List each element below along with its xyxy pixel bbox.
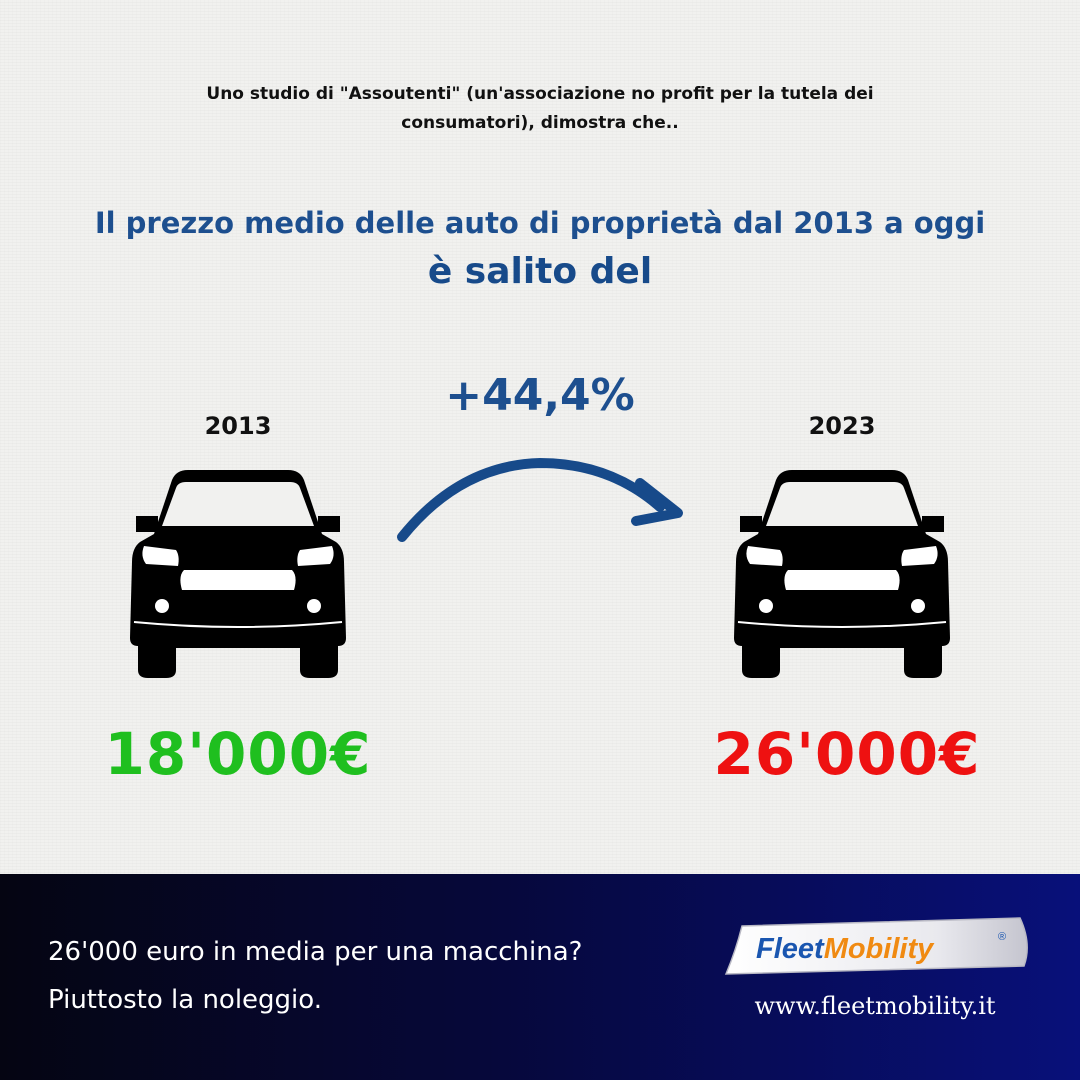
intro-line-1: Uno studio di "Assoutenti" (un'associazi…	[206, 84, 874, 104]
price-after: 26'000€	[713, 720, 981, 788]
headline: Il prezzo medio delle auto di proprietà …	[40, 198, 1040, 296]
increase-percentage: +44,4%	[445, 370, 635, 421]
intro-line-2: consumatori), dimostra che..	[401, 113, 679, 133]
intro-text: Uno studio di "Assoutenti" (un'associazi…	[100, 80, 980, 138]
footer-message: 26'000 euro in media per una macchina? P…	[48, 928, 708, 1024]
footer-line-2: Piuttosto la noleggio.	[48, 985, 322, 1015]
headline-line-2: è salito del	[427, 251, 653, 292]
footer-banner: 26'000 euro in media per una macchina? P…	[0, 874, 1080, 1080]
svg-text:FleetMobility: FleetMobility	[756, 933, 935, 965]
curved-arrow-icon	[397, 457, 683, 542]
footer-line-1: 26'000 euro in media per una macchina?	[48, 937, 583, 967]
svg-text:®: ®	[998, 931, 1006, 943]
year-before: 2013	[204, 412, 272, 440]
car-front-icon	[130, 470, 346, 678]
fleetmobility-logo[interactable]: FleetMobility ®	[720, 914, 1040, 984]
website-link[interactable]: www.fleetmobility.it	[754, 992, 996, 1020]
year-after: 2023	[808, 412, 876, 440]
price-before: 18'000€	[104, 720, 372, 788]
headline-line-1: Il prezzo medio delle auto di proprietà …	[94, 206, 986, 240]
car-front-icon	[734, 470, 950, 678]
